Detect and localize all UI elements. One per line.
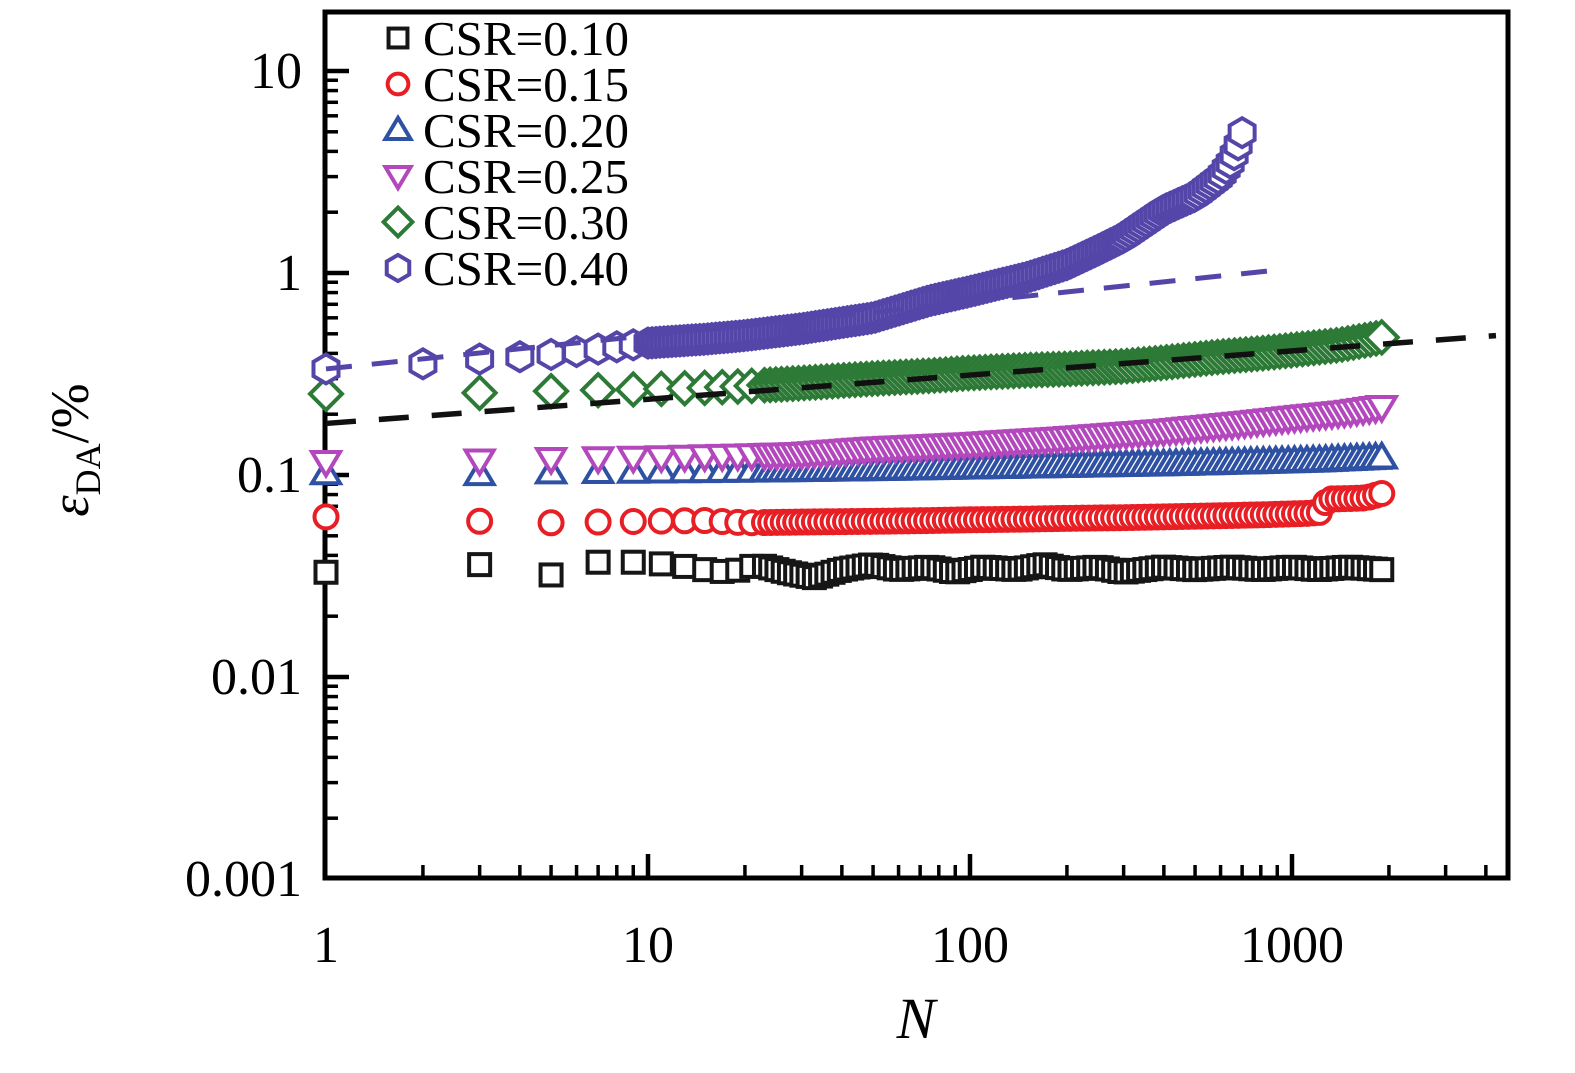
csr-0-25-point [667, 444, 703, 475]
legend-label: CSR=0.10 [423, 11, 629, 66]
x-tick-label: 1 [313, 917, 339, 974]
csr-0-15-point [584, 508, 612, 536]
csr-0-10-point [620, 549, 646, 575]
y-tick-label: 0.1 [237, 447, 302, 504]
x-tick-label: 1000 [1240, 917, 1344, 974]
csr-0-15-legend-marker [385, 71, 411, 97]
csr-0-25-point [462, 448, 498, 478]
series-csr-0-15 [312, 479, 1396, 537]
plot-frame [322, 9, 1511, 881]
csr-0-30-point [579, 371, 617, 409]
y-tick-label: 1 [276, 245, 302, 302]
csr-0-20-legend-marker [381, 113, 415, 141]
csr-0-25-point [580, 446, 616, 476]
x-axis-title: N [896, 986, 939, 1051]
csr-0-30-point [460, 374, 499, 412]
series-csr-0-25 [308, 395, 1400, 480]
csr-0-25-point [308, 449, 344, 480]
csr-0-40-point [1227, 115, 1257, 150]
legend-item-csr-0-40: CSR=0.40 [384, 241, 629, 296]
legend-item-csr-0-20: CSR=0.20 [381, 103, 629, 158]
csr-0-30-legend-marker [380, 204, 416, 240]
csr-0-15-point [466, 507, 494, 535]
csr-0-10-point [1369, 557, 1395, 583]
legend-label: CSR=0.40 [423, 241, 629, 296]
csr-0-30-point [614, 370, 653, 409]
csr-0-25-legend-marker [381, 165, 415, 193]
legend-item-csr-0-10: CSR=0.10 [386, 11, 629, 66]
x-tick-label: 10 [622, 917, 674, 974]
series-csr-0-10 [313, 549, 1395, 591]
x-tick-label: 100 [931, 917, 1009, 974]
legend-item-csr-0-25: CSR=0.25 [381, 149, 629, 204]
csr-0-15-point [647, 507, 675, 535]
power-law-fit-black [325, 332, 1497, 427]
y-axis-title: εDA/% [40, 383, 108, 516]
legend-label: CSR=0.30 [423, 195, 629, 250]
csr-0-10-point [467, 552, 493, 578]
y-tick-label: 10 [250, 43, 302, 100]
csr-0-25-point [615, 445, 651, 476]
y-tick-label: 0.01 [211, 649, 302, 706]
legend-label: CSR=0.20 [423, 103, 629, 158]
y-tick-label: 0.001 [185, 851, 302, 908]
csr-0-10-point [585, 549, 611, 575]
csr-0-15-point [619, 508, 647, 536]
csr-0-25-point [1364, 395, 1400, 425]
csr-0-20-point [1364, 440, 1400, 470]
csr-0-30-point [532, 372, 570, 411]
csr-0-40-legend-marker [384, 252, 412, 284]
csr-0-10-point [648, 551, 674, 577]
csr-0-10-point [313, 559, 339, 585]
legend: CSR=0.10CSR=0.15CSR=0.20CSR=0.25CSR=0.30… [380, 11, 629, 296]
csr-0-40-point [465, 342, 495, 376]
legend-label: CSR=0.25 [423, 149, 629, 204]
csr-0-15-point [312, 503, 340, 531]
power-law-fit-purple [325, 267, 1275, 372]
csr-0-15-point [1368, 479, 1396, 507]
legend-item-csr-0-30: CSR=0.30 [380, 195, 629, 250]
csr-0-15-point [537, 509, 565, 537]
legend-item-csr-0-15: CSR=0.15 [385, 57, 629, 112]
csr-0-25-point [533, 447, 569, 477]
csr-0-10-point [538, 562, 564, 588]
legend-label: CSR=0.15 [423, 57, 629, 112]
csr-0-10-legend-marker [386, 26, 410, 50]
csr-0-30-point [307, 375, 345, 413]
csr-0-25-point [643, 445, 679, 475]
csr-0-40-point [408, 347, 438, 381]
axis-ticks [325, 68, 1488, 878]
csr-0-10-point [672, 553, 698, 579]
